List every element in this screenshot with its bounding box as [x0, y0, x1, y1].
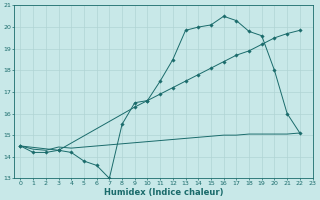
X-axis label: Humidex (Indice chaleur): Humidex (Indice chaleur) — [104, 188, 223, 197]
